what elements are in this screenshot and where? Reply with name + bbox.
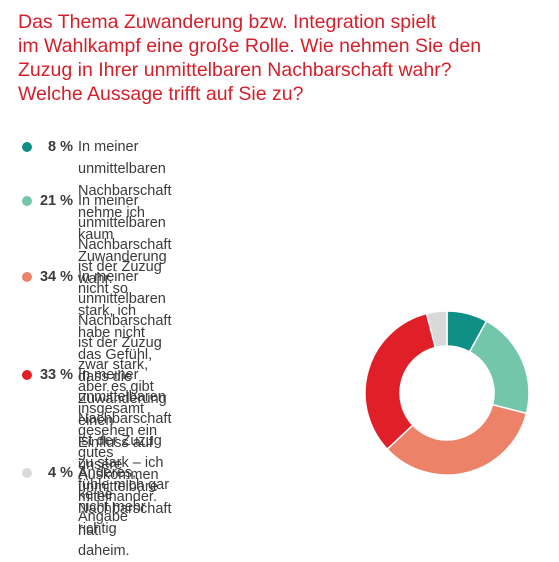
legend-label: Anderes, keine Angabe [78, 465, 137, 525]
donut-slice-gutes-auskommen [386, 403, 528, 476]
donut-chart [364, 310, 530, 476]
legend-percent: 33 % [39, 367, 73, 383]
legend-dot-icon [22, 196, 32, 206]
legend-percent: 4 % [48, 465, 73, 481]
legend-percent: 34 % [39, 269, 73, 285]
legend-dot-icon [22, 370, 32, 380]
donut-slice-nicht-so-stark [468, 320, 530, 415]
donut-slice-zu-stark [364, 312, 437, 451]
legend-dot-icon [22, 272, 32, 282]
chart-title: Das Thema Zuwanderung bzw. Integration s… [18, 11, 482, 105]
legend-percent: 8 % [48, 139, 73, 155]
donut-slice-anderes [425, 310, 448, 349]
legend-label: In meiner unmittelbaren Nachbarschaft ne… [78, 139, 172, 287]
legend-label: In meiner unmittelbaren Nachbarschaft is… [78, 269, 172, 505]
legend-percent: 21 % [39, 193, 73, 209]
legend-dot-icon [22, 142, 32, 152]
legend-dot-icon [22, 468, 32, 478]
